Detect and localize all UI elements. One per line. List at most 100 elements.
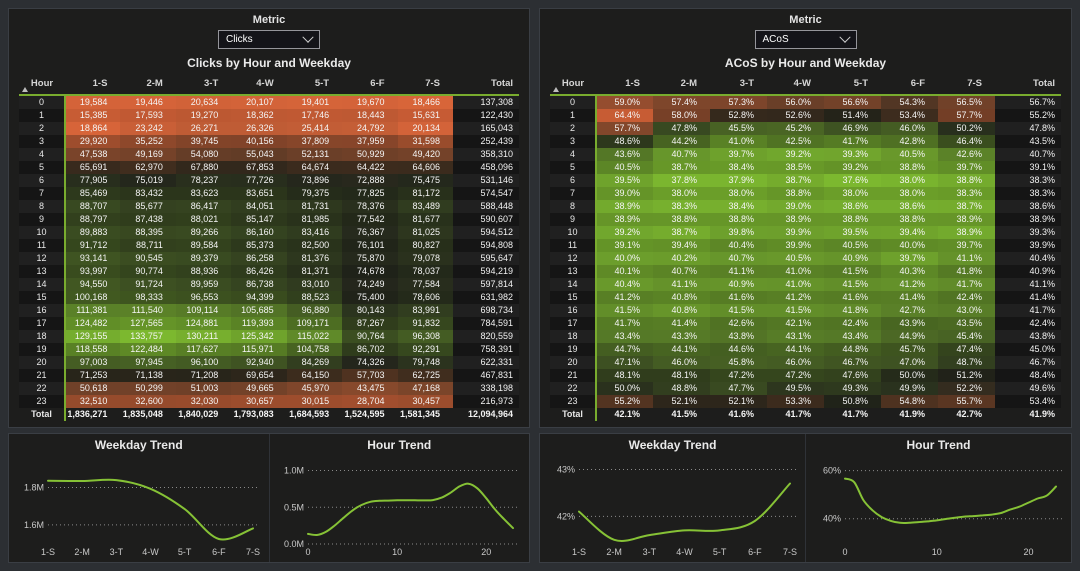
heat-cell[interactable]: 39.0% [595, 187, 653, 200]
heat-cell[interactable]: 51.4% [824, 109, 881, 122]
heat-cell[interactable]: 39.1% [595, 239, 653, 252]
column-header-7-s[interactable]: 7-S [425, 78, 440, 89]
matrix-row-hour-21[interactable]: 21 71,253 71,138 71,208 69,654 64,150 57,703 62… [19, 369, 519, 382]
heat-cell[interactable]: 32,030 [175, 395, 232, 408]
heat-cell[interactable]: 47.0% [881, 356, 938, 369]
heat-cell[interactable]: 81,677 [397, 213, 453, 226]
heat-cell[interactable]: 30,015 [286, 395, 343, 408]
heat-cell[interactable]: 47,168 [397, 382, 453, 395]
heat-cell[interactable]: 47.7% [710, 382, 767, 395]
heat-cell[interactable]: 43.4% [824, 330, 881, 343]
heat-cell[interactable]: 58.0% [653, 109, 710, 122]
heat-cell[interactable]: 92,940 [231, 356, 287, 369]
heat-cell[interactable]: 71,253 [63, 369, 121, 382]
heat-cell[interactable]: 72,888 [342, 174, 398, 187]
heat-cell[interactable]: 20,107 [231, 95, 287, 109]
heat-cell[interactable]: 67,853 [231, 161, 287, 174]
heat-cell[interactable]: 91,832 [397, 317, 453, 330]
heat-cell[interactable]: 40.9% [824, 252, 881, 265]
heat-cell[interactable]: 80,827 [397, 239, 453, 252]
heat-cell[interactable]: 52.8% [710, 109, 767, 122]
heat-cell[interactable]: 75,475 [397, 174, 453, 187]
matrix-row-hour-2[interactable]: 2 18,864 23,242 26,271 26,326 25,414 24,792 20,… [19, 122, 519, 135]
heat-cell[interactable]: 38.7% [653, 226, 710, 239]
heat-cell[interactable]: 96,880 [286, 304, 343, 317]
heat-cell[interactable]: 94,550 [63, 278, 121, 291]
heat-cell[interactable]: 133,757 [120, 330, 176, 343]
heat-cell[interactable]: 17,746 [286, 109, 343, 122]
heat-cell[interactable]: 43.9% [881, 317, 938, 330]
heat-cell[interactable]: 41.5% [824, 278, 881, 291]
heat-cell[interactable]: 47,538 [63, 148, 121, 161]
heat-cell[interactable]: 45.5% [710, 122, 767, 135]
heat-cell[interactable]: 31,598 [397, 135, 453, 148]
heat-cell[interactable]: 40.7% [710, 252, 767, 265]
heat-cell[interactable]: 97,945 [120, 356, 176, 369]
heat-cell[interactable]: 37,959 [342, 135, 398, 148]
heat-cell[interactable]: 59.0% [595, 95, 653, 109]
heat-cell[interactable]: 46.0% [881, 122, 938, 135]
heat-cell[interactable]: 57.7% [938, 109, 995, 122]
metric-dropdown-acos[interactable]: ACoS [754, 30, 857, 49]
heat-cell[interactable]: 47.1% [595, 356, 653, 369]
heat-cell[interactable]: 40.8% [653, 291, 710, 304]
heat-cell[interactable]: 15,385 [63, 109, 121, 122]
heat-cell[interactable]: 41.5% [710, 304, 767, 317]
heat-cell[interactable]: 38.6% [824, 200, 881, 213]
heat-cell[interactable]: 130,211 [175, 330, 232, 343]
heat-cell[interactable]: 40.7% [653, 148, 710, 161]
heat-cell[interactable]: 64,150 [286, 369, 343, 382]
heat-cell[interactable]: 124,482 [63, 317, 121, 330]
heat-cell[interactable]: 28,704 [342, 395, 398, 408]
heat-cell[interactable]: 115,022 [286, 330, 343, 343]
heat-cell[interactable]: 38.8% [767, 187, 824, 200]
heat-cell[interactable]: 42.4% [938, 291, 995, 304]
column-header-total[interactable]: Total [1033, 78, 1055, 89]
heat-cell[interactable]: 43.8% [710, 330, 767, 343]
heat-cell[interactable]: 96,553 [175, 291, 232, 304]
matrix-row-hour-5[interactable]: 5 40.5% 38.7% 38.4% 38.5% 39.2% 38.8% 39.7% 39.1… [550, 161, 1061, 174]
heat-cell[interactable]: 49.3% [824, 382, 881, 395]
heat-cell[interactable]: 109,171 [286, 317, 343, 330]
heat-cell[interactable]: 78,037 [397, 265, 453, 278]
matrix-row-hour-10[interactable]: 10 39.2% 38.7% 39.8% 39.9% 39.5% 39.4% 38.9% 39.… [550, 226, 1061, 239]
heat-cell[interactable]: 40,156 [231, 135, 287, 148]
heat-cell[interactable]: 86,738 [231, 278, 287, 291]
matrix-row-hour-9[interactable]: 9 88,797 87,438 88,021 85,147 81,985 77,542 81,… [19, 213, 519, 226]
heat-cell[interactable]: 124,881 [175, 317, 232, 330]
heat-cell[interactable]: 88,523 [286, 291, 343, 304]
matrix-row-hour-12[interactable]: 12 40.0% 40.2% 40.7% 40.5% 40.9% 39.7% 41.1% 40.… [550, 252, 1061, 265]
heat-cell[interactable]: 41.6% [824, 291, 881, 304]
heat-cell[interactable]: 48.7% [938, 356, 995, 369]
heat-cell[interactable]: 18,362 [231, 109, 287, 122]
heat-cell[interactable]: 86,258 [231, 252, 287, 265]
heat-cell[interactable]: 37.8% [653, 174, 710, 187]
heat-cell[interactable]: 76,101 [342, 239, 398, 252]
heat-cell[interactable]: 29,920 [63, 135, 121, 148]
matrix-row-hour-17[interactable]: 17 124,482 127,565 124,881 119,393 109,171 87,… [19, 317, 519, 330]
heat-cell[interactable]: 89,266 [175, 226, 232, 239]
heat-cell[interactable]: 38.8% [938, 174, 995, 187]
heat-cell[interactable]: 38.9% [595, 200, 653, 213]
heat-cell[interactable]: 90,545 [120, 252, 176, 265]
matrix-row-hour-18[interactable]: 18 129,155 133,757 130,211 125,342 115,022 90,… [19, 330, 519, 343]
heat-cell[interactable]: 50,618 [63, 382, 121, 395]
column-header-4-w[interactable]: 4-W [793, 78, 811, 89]
heat-cell[interactable]: 88,711 [120, 239, 176, 252]
heat-cell[interactable]: 125,342 [231, 330, 287, 343]
heat-cell[interactable]: 40.9% [710, 278, 767, 291]
heat-cell[interactable]: 37,809 [286, 135, 343, 148]
heat-cell[interactable]: 85,677 [120, 200, 176, 213]
heat-cell[interactable]: 119,393 [231, 317, 287, 330]
heat-cell[interactable]: 20,134 [397, 122, 453, 135]
matrix-row-hour-9[interactable]: 9 38.9% 38.8% 38.8% 38.9% 38.8% 38.8% 38.9% 38.9… [550, 213, 1061, 226]
matrix-row-hour-19[interactable]: 19 44.7% 44.1% 44.6% 44.1% 44.8% 45.7% 47.4% 45.… [550, 343, 1061, 356]
hour-trend-chart[interactable]: 1.0M 0.5M 0.0M0 10 20 [274, 455, 524, 559]
heat-cell[interactable]: 43.3% [653, 330, 710, 343]
matrix-row-hour-4[interactable]: 4 47,538 49,169 54,080 55,043 52,131 50,929 49,… [19, 148, 519, 161]
heat-cell[interactable]: 89,379 [175, 252, 232, 265]
matrix-row-hour-15[interactable]: 15 100,168 98,333 96,553 94,399 88,523 75,400 7… [19, 291, 519, 304]
heat-cell[interactable]: 88,395 [120, 226, 176, 239]
heat-cell[interactable]: 42.4% [824, 317, 881, 330]
heat-cell[interactable]: 48.6% [595, 135, 653, 148]
